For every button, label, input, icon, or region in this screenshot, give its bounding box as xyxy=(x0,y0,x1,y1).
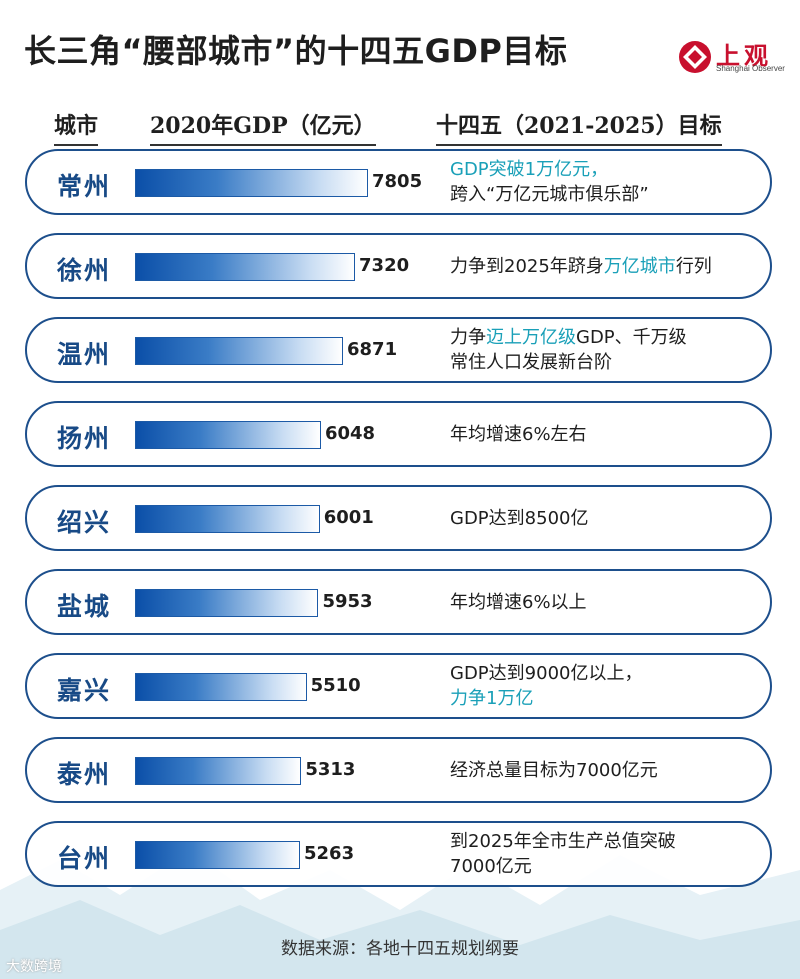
data-source: 数据来源：各地十四五规划纲要 xyxy=(281,939,519,959)
gdp-bar xyxy=(135,505,320,533)
city-row: 徐州 7320 力争到2025年跻身万亿城市行列 xyxy=(25,233,772,299)
gdp-bar xyxy=(135,253,356,281)
goal-highlight: 迈上万亿级 xyxy=(486,327,576,348)
city-label: 盐城 xyxy=(57,592,112,621)
watermark: 大数跨境 xyxy=(6,959,62,975)
gdp-bar xyxy=(135,589,319,617)
gdp-bar xyxy=(135,757,302,785)
city-row: 温州 6871 力争迈上万亿级GDP、千万级常住人口发展新台阶 xyxy=(25,317,772,383)
gdp-value-label: 6001 xyxy=(323,507,374,528)
logo-text: 上观 xyxy=(716,42,772,70)
goal-text: GDP达到8500亿 xyxy=(450,506,770,531)
goal-highlight: 万亿城市 xyxy=(603,256,676,277)
gdp-bar xyxy=(135,337,343,365)
city-row: 泰州 5313 经济总量目标为7000亿元 xyxy=(25,737,772,803)
city-label: 泰州 xyxy=(57,760,112,789)
gdp-value-label: 6048 xyxy=(324,423,376,444)
goal-text: 年均增速6%左右 xyxy=(450,422,770,447)
city-row: 扬州 6048 年均增速6%左右 xyxy=(25,401,772,467)
goal-segment: GDP达到8500亿 xyxy=(450,508,589,529)
goal-highlight: GDP突破1万亿元， xyxy=(450,159,609,180)
city-label: 徐州 xyxy=(57,256,112,285)
column-header-city: 城市 xyxy=(54,108,99,146)
goal-text: 到2025年全市生产总值突破 7000亿元 xyxy=(450,829,770,879)
city-row: 台州 5263 到2025年全市生产总值突破 7000亿元 xyxy=(25,821,772,887)
city-row: 嘉兴 5510 GDP达到9000亿以上， 力争1万亿 xyxy=(25,653,772,719)
gdp-value-label: 7320 xyxy=(359,255,410,276)
city-label: 台州 xyxy=(57,844,112,873)
city-label: 绍兴 xyxy=(57,508,112,537)
page-title: 长三角“腰部城市”的十四五GDP目标 xyxy=(24,32,568,70)
shanghai-observer-logo: 上观 Shanghai Observer xyxy=(676,38,786,78)
gdp-value-label: 5953 xyxy=(322,591,373,612)
goal-segment: GDP、千万级 xyxy=(576,327,687,348)
goal-segment: 7000亿元 xyxy=(450,856,532,877)
city-label: 扬州 xyxy=(57,424,112,453)
city-label: 温州 xyxy=(57,340,112,369)
goal-segment: 常住人口发展新台阶 xyxy=(450,352,612,373)
column-header-goal: 十四五（2021-2025）目标 xyxy=(436,108,722,146)
goal-segment: 力争 xyxy=(450,327,486,348)
goal-segment: 年均增速6%以上 xyxy=(450,592,587,613)
gdp-value-label: 5313 xyxy=(305,759,356,780)
goal-segment: 行列 xyxy=(675,256,712,277)
goal-segment: 年均增速6%左右 xyxy=(450,424,587,445)
goal-text: 年均增速6%以上 xyxy=(450,590,770,615)
goal-segment: 经济总量目标为7000亿元 xyxy=(450,760,658,781)
gdp-value-label: 5263 xyxy=(304,843,355,864)
goal-text: 力争迈上万亿级GDP、千万级常住人口发展新台阶 xyxy=(450,325,770,375)
logo-subtitle: Shanghai Observer xyxy=(716,64,785,73)
goal-text: 力争到2025年跻身万亿城市行列 xyxy=(450,254,770,279)
goal-segment: 到2025年全市生产总值突破 xyxy=(450,831,676,852)
goal-text: GDP达到9000亿以上， 力争1万亿 xyxy=(450,661,770,711)
city-label: 嘉兴 xyxy=(57,676,112,705)
city-row: 常州 7805 GDP突破1万亿元， 跨入“万亿元城市俱乐部” xyxy=(25,149,772,215)
gdp-value-label: 6871 xyxy=(347,339,398,360)
city-label: 常州 xyxy=(57,172,112,201)
goal-segment: 力争到2025年跻身 xyxy=(450,256,604,277)
gdp-bar xyxy=(135,421,321,449)
goal-highlight: 力争1万亿 xyxy=(450,688,534,709)
city-row: 绍兴 6001 GDP达到8500亿 xyxy=(25,485,772,551)
gdp-bar xyxy=(135,169,368,197)
gdp-bar xyxy=(135,841,300,869)
city-row: 盐城 5953 年均增速6%以上 xyxy=(25,569,772,635)
goal-text: GDP突破1万亿元， 跨入“万亿元城市俱乐部” xyxy=(450,157,770,207)
gdp-value-label: 5510 xyxy=(310,675,361,696)
goal-text: 经济总量目标为7000亿元 xyxy=(450,758,770,783)
gdp-bar xyxy=(135,673,307,701)
goal-segment: GDP达到9000亿以上， xyxy=(450,663,643,684)
logo-mark-icon xyxy=(679,41,711,73)
gdp-value-label: 7805 xyxy=(372,171,423,192)
goal-segment: 跨入“万亿元城市俱乐部” xyxy=(450,184,649,205)
column-header-gdp: 2020年GDP（亿元） xyxy=(150,108,376,146)
